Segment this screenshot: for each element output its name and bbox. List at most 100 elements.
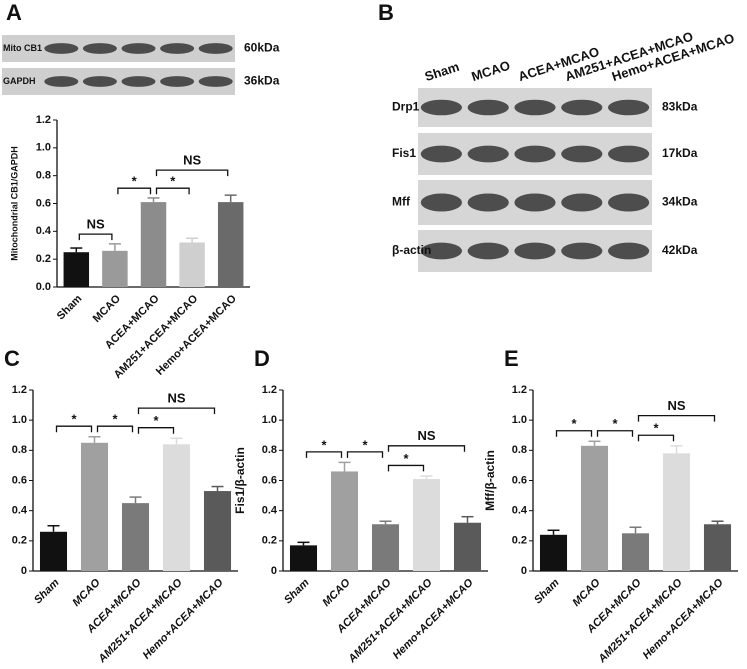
- blot-size: 60kDa: [244, 41, 280, 55]
- blot-band: [420, 145, 462, 163]
- x-tick-label: MCAO: [320, 576, 353, 609]
- significance-label: NS: [667, 398, 685, 413]
- significance-bracket: [137, 427, 175, 434]
- blot-size: 42kDa: [662, 243, 698, 257]
- significance-label: *: [153, 413, 159, 428]
- significance-label: NS: [87, 217, 105, 232]
- y-tick-label: 0.6: [262, 474, 277, 486]
- significance-label: *: [653, 421, 659, 436]
- blot-band: [608, 99, 650, 116]
- bar: [63, 252, 90, 287]
- blot-band: [121, 43, 156, 54]
- blot-band: [608, 145, 650, 163]
- blot-row-label: Mito CB1: [3, 43, 42, 53]
- blot-band: [420, 99, 462, 116]
- blot-size: 83kDa: [662, 100, 698, 114]
- y-tick-label: 0.0: [36, 281, 51, 293]
- y-tick-label: 1.2: [262, 384, 277, 396]
- significance-label: *: [612, 416, 618, 431]
- blot-row-label: Drp1: [392, 100, 420, 114]
- blot-band: [160, 43, 195, 54]
- x-tick-label: AM251+ACEA+MCAO: [346, 576, 435, 664]
- y-tick-label: 0.4: [262, 505, 278, 517]
- blot-band: [514, 193, 556, 212]
- x-tick-label: Hemo+ACEA+MCAO: [154, 292, 239, 377]
- bar: [102, 250, 128, 287]
- blot-band: [608, 193, 650, 212]
- bar: [217, 202, 244, 287]
- bar: [412, 478, 441, 571]
- x-tick-label: AM251+ACEA+MCAO: [96, 576, 185, 664]
- y-tick-label: 0.8: [262, 444, 277, 456]
- significance-bracket: [155, 169, 229, 177]
- blot-strip: [2, 35, 235, 62]
- y-axis-label: Fis1/β-actin: [233, 447, 247, 514]
- bar: [179, 242, 205, 287]
- x-tick-label: Sham: [532, 577, 562, 607]
- blot-band: [561, 99, 603, 116]
- bar: [162, 444, 191, 571]
- y-tick-label: 0.8: [12, 444, 27, 456]
- panel-letter: D: [254, 346, 270, 371]
- significance-label: NS: [417, 428, 435, 443]
- blot-band: [467, 193, 509, 212]
- lane-label: MCAO: [470, 58, 512, 85]
- x-tick-label: MCAO: [91, 292, 124, 325]
- blot-band: [82, 76, 117, 87]
- significance-label: *: [403, 451, 409, 466]
- y-tick-label: 0.2: [262, 535, 277, 547]
- panel-letter: E: [504, 346, 519, 371]
- significance-bracket: [637, 414, 716, 422]
- blot-size: 34kDa: [662, 195, 698, 209]
- bar: [621, 533, 650, 571]
- bar: [703, 524, 732, 571]
- significance-bracket: [137, 407, 216, 415]
- bar: [140, 202, 167, 287]
- blot-band: [160, 76, 195, 87]
- y-tick-label: 0.4: [36, 225, 52, 237]
- significance-label: *: [362, 437, 368, 452]
- x-tick-label: Sham: [32, 577, 62, 607]
- significance-bracket: [555, 430, 593, 437]
- significance-bracket: [155, 187, 190, 195]
- x-tick-label: MCAO: [570, 576, 603, 609]
- bar: [662, 453, 691, 571]
- y-tick-label: 0.6: [12, 474, 27, 486]
- blot-row-label: Fis1: [392, 146, 416, 160]
- bar: [121, 503, 150, 571]
- x-tick-label: AM251+ACEA+MCAO: [596, 576, 685, 664]
- significance-bracket: [387, 464, 425, 472]
- blot-band: [82, 43, 117, 54]
- y-tick-label: 0.2: [36, 253, 51, 265]
- panel-letter: C: [4, 346, 20, 371]
- blot-band: [467, 99, 509, 116]
- blot-band: [608, 242, 650, 260]
- bar: [453, 522, 482, 571]
- significance-label: NS: [167, 391, 185, 406]
- blot-row-label: β-actin: [392, 243, 431, 257]
- y-tick-label: 1.0: [36, 142, 51, 154]
- y-tick-label: 0: [521, 565, 527, 577]
- y-tick-label: 0.8: [512, 444, 527, 456]
- significance-label: *: [112, 412, 118, 427]
- y-tick-label: 0.6: [512, 474, 527, 486]
- bar: [580, 445, 609, 571]
- significance-label: *: [132, 174, 138, 189]
- x-tick-label: Hemo+ACEA+MCAO: [391, 576, 476, 661]
- x-tick-label: Sham: [55, 293, 85, 323]
- blot-band: [467, 242, 509, 260]
- y-tick-label: 0: [21, 565, 27, 577]
- y-tick-label: 0.8: [36, 170, 51, 182]
- y-tick-label: 0.2: [12, 535, 27, 547]
- significance-label: *: [170, 174, 176, 189]
- blot-row-label: Mff: [392, 195, 411, 209]
- bar: [80, 442, 109, 571]
- y-tick-label: 0.2: [512, 535, 527, 547]
- significance-bracket: [78, 233, 113, 241]
- y-tick-label: 0.4: [12, 505, 28, 517]
- y-tick-label: 1.2: [12, 384, 27, 396]
- significance-bracket: [55, 425, 93, 433]
- blot-band: [420, 193, 462, 212]
- significance-label: NS: [183, 153, 201, 168]
